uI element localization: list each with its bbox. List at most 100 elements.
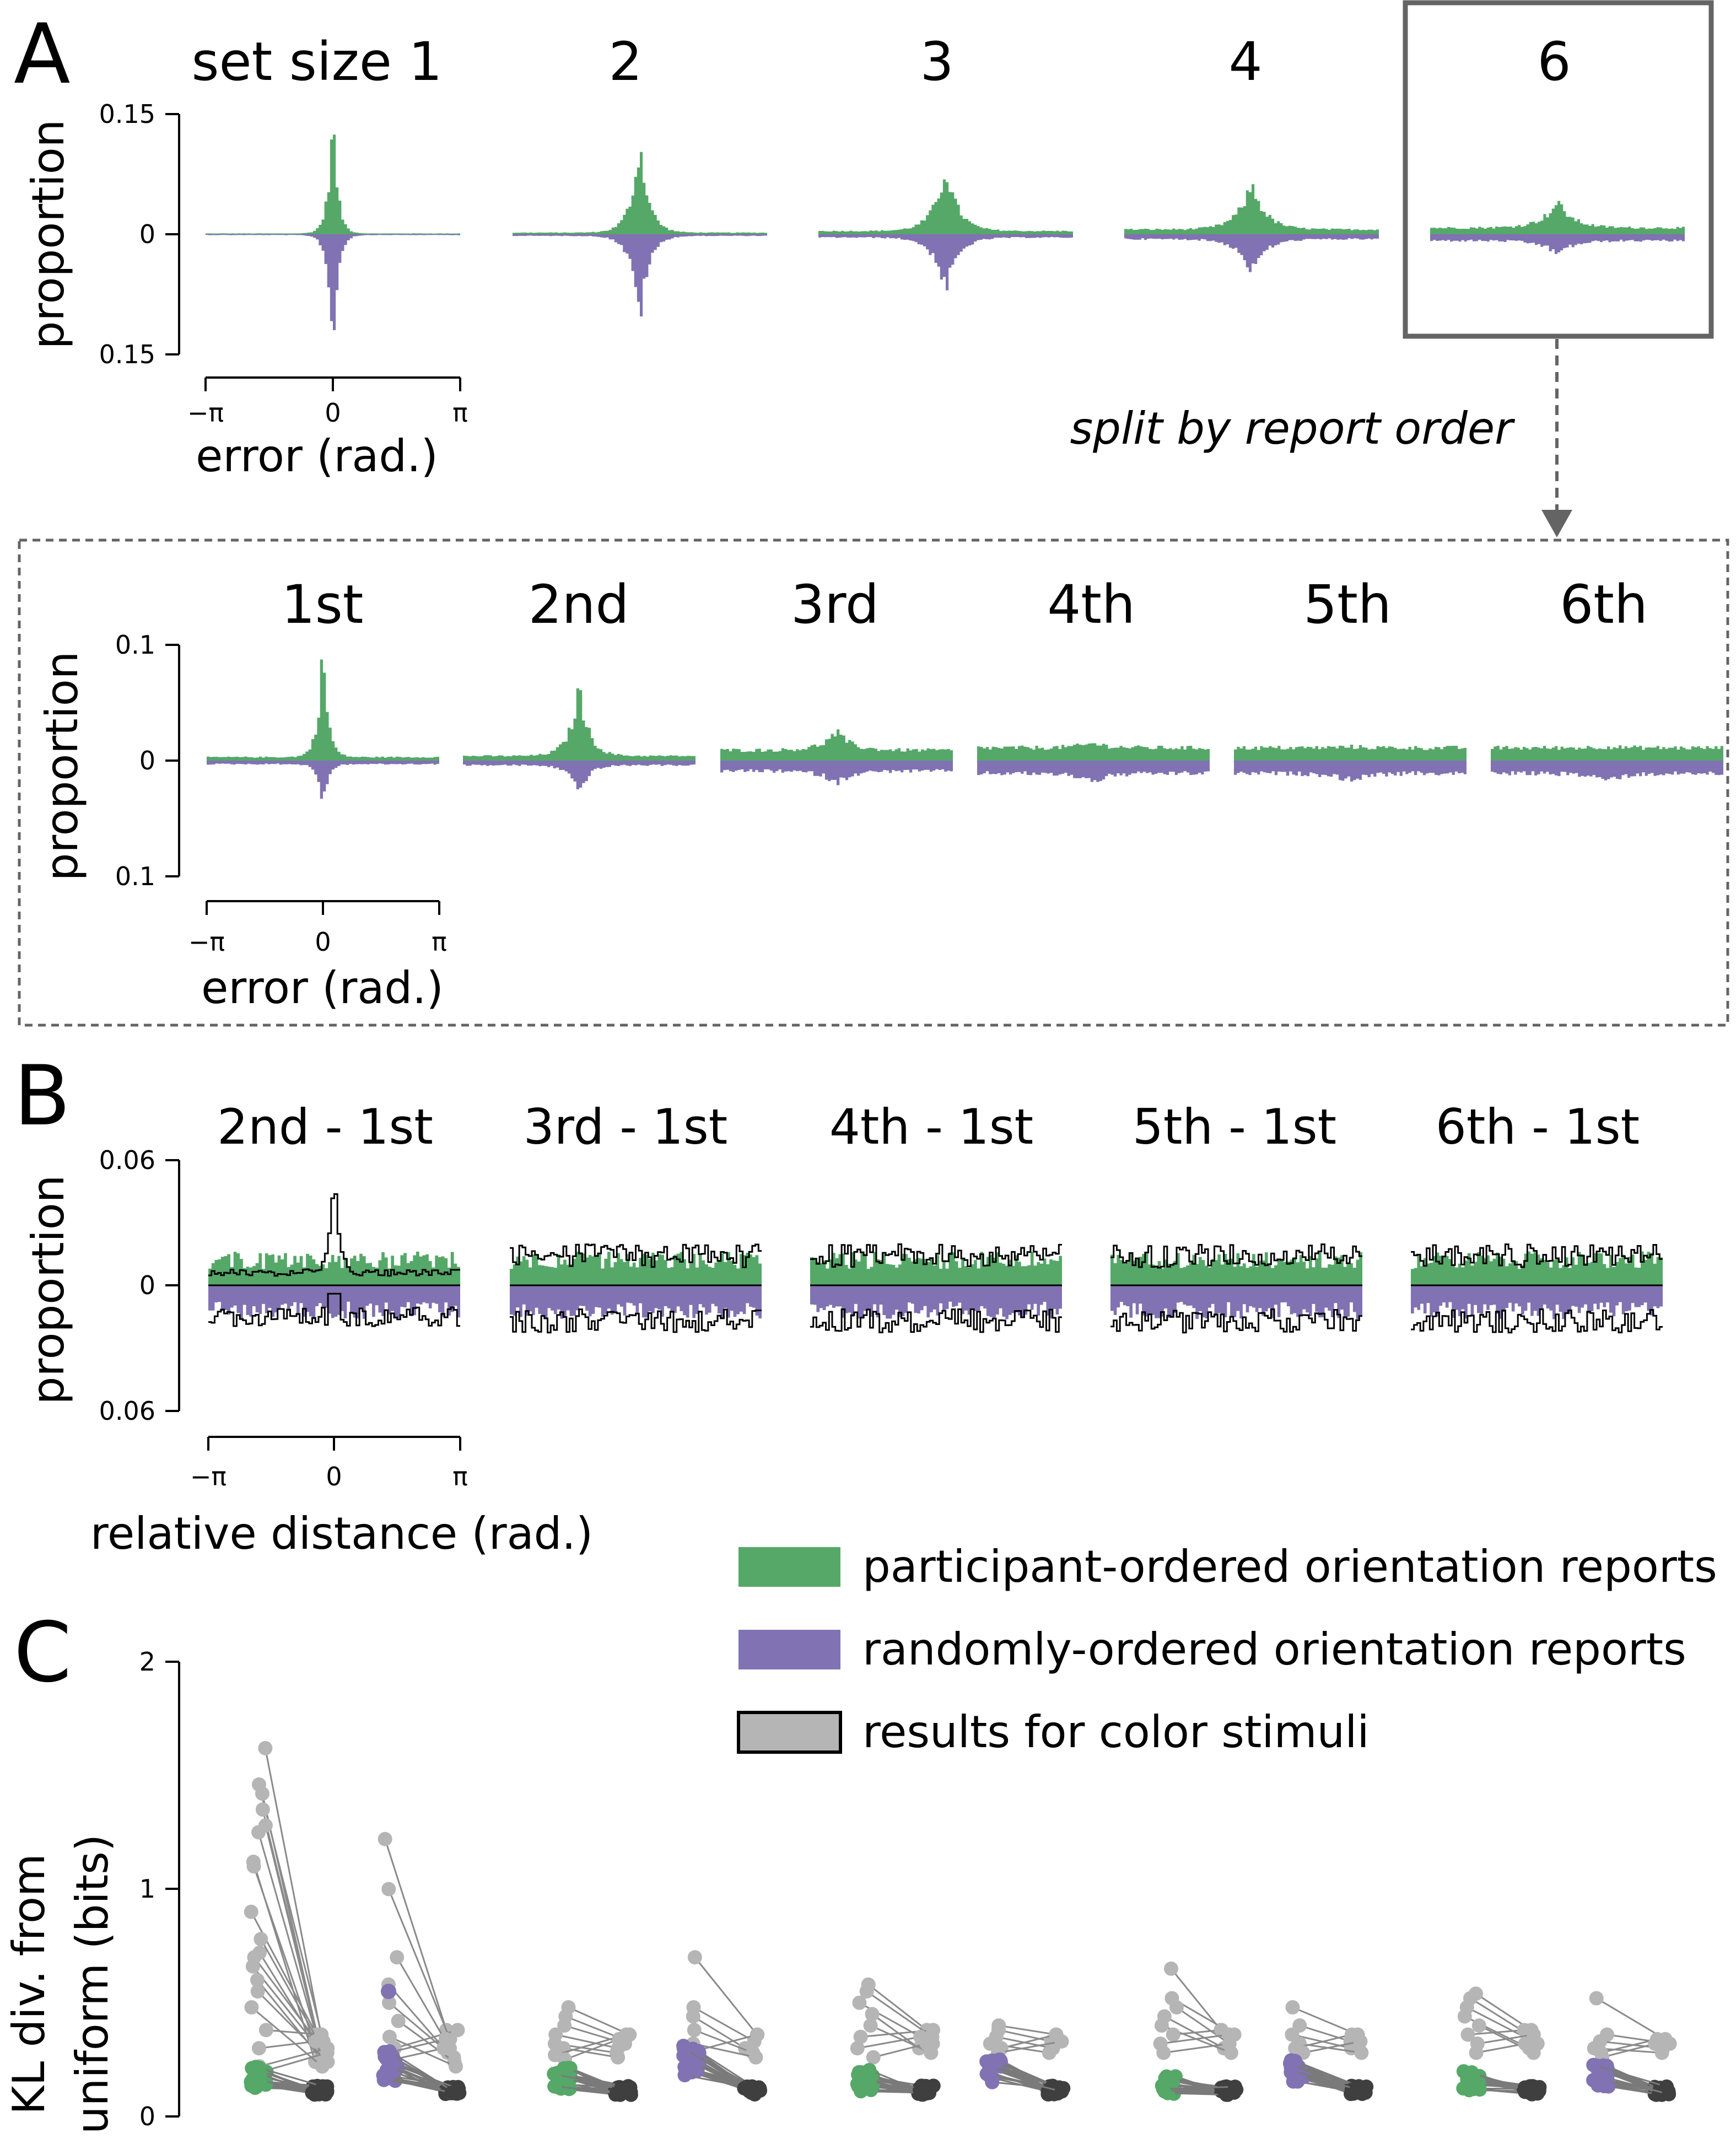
legend-label-participant: participant-ordered orientation reports (862, 1541, 1717, 1592)
c-orientation-pair-line (1163, 2086, 1236, 2090)
c-color-point-first (1471, 2018, 1486, 2033)
a-title-1: set size 1 (192, 31, 443, 93)
c-color-point-first (1154, 2018, 1169, 2033)
c-color-point-first (1589, 1991, 1604, 2006)
c-orientation-point (1586, 2057, 1601, 2072)
a-bot-xtick-label: −π (188, 927, 225, 957)
c-orientation-point (676, 2041, 691, 2056)
c-color-point-second (919, 2037, 934, 2051)
a-order-title-1: 1st (282, 574, 364, 635)
c-color-point-first (382, 1995, 397, 2010)
chart-marks (206, 134, 1723, 2102)
c-color-point-first (245, 1959, 260, 1974)
c-orientation-pair-line (1593, 2064, 1667, 2088)
c-orientation-shuffled-point (1517, 2080, 1532, 2095)
a-bot-hist-6-random-bars (1491, 761, 1723, 780)
c-color-point-first (378, 1831, 392, 1846)
c-color-pair-line (1160, 2034, 1230, 2045)
b-hist-2-random-bars (510, 1285, 762, 1319)
b-hist-3-color-top-step (810, 1243, 1062, 1268)
c-color-pair-line (384, 1839, 448, 2030)
c-orientation-pair-line (1606, 2077, 1669, 2095)
b-hist-3-random-bars (810, 1285, 1062, 1319)
a-bot-hist-1-random-bars (207, 761, 439, 799)
c-orientation-pair-line (389, 2077, 448, 2088)
panel-c: 2 1 0 KL div. from uniform (bits) (3, 1647, 180, 2134)
a-bot-ytick-label: 0.1 (115, 861, 155, 891)
c-color-point-first (1163, 1961, 1178, 1976)
c-color-pair-line (259, 2047, 328, 2067)
b-hist-1-color-top-step (208, 1193, 460, 1277)
c-color-pair-line (1476, 2043, 1525, 2054)
a-bot-hist-4-random-bars (977, 761, 1210, 782)
c-orientation-point (1165, 2073, 1180, 2088)
c-orientation-shuffled-point (1054, 2084, 1069, 2099)
c-color-pair-line (1600, 2038, 1658, 2054)
b-hist-2-color-top-step (510, 1243, 762, 1268)
c-orientation-pair-line (1473, 2073, 1525, 2088)
c-color-point-second (436, 2041, 451, 2056)
c-color-point-second (611, 2050, 626, 2065)
c-color-point-first (687, 2023, 702, 2038)
c-orientation-point (382, 2044, 397, 2059)
legend-label-random: randomly-ordered orientation reports (862, 1624, 1686, 1675)
c-orientation-pair-line (992, 2077, 1048, 2092)
a-order-title-4: 4th (1047, 574, 1135, 635)
c-color-point-first (686, 2009, 700, 2024)
c-color-pair-line (389, 2036, 456, 2067)
b-hist-5-participant-bars (1411, 1251, 1663, 1285)
c-color-pair-line (1001, 2034, 1056, 2049)
c-orientation-point (252, 2066, 267, 2081)
c-color-point-first (250, 1973, 265, 1987)
c-color-point-first (1166, 2027, 1180, 2042)
c-orientation-point (1156, 2082, 1171, 2097)
c-orientation-point (385, 2057, 400, 2072)
c-color-point-first (250, 1984, 265, 1999)
c-color-pair-line (1477, 2034, 1534, 2045)
a-top-hist-1-random-bars (206, 234, 460, 330)
c-color-pair-line (1303, 2040, 1361, 2054)
c-color-pair-line (264, 2052, 328, 2072)
b-title-3: 4th - 1st (829, 1098, 1033, 1155)
a-bot-hist-2-random-bars (463, 761, 696, 790)
c-color-pair-line (258, 1952, 320, 2049)
c-orientation-pair-line (554, 2086, 617, 2094)
c-color-point-first (866, 2050, 881, 2065)
c-color-pair-line (1163, 2043, 1230, 2054)
c-color-point-first (391, 2013, 406, 2028)
c-color-point-first (853, 2029, 868, 2044)
c-color-pair-line (251, 2006, 323, 2067)
b-xtick-label: −π (190, 1462, 227, 1491)
c-orientation-point (1284, 2063, 1298, 2078)
a-top-hist-4-random-bars (1124, 234, 1379, 272)
panel-a-setsize-row: set size 1 2 3 4 6 0.15 0 0.15 proportio… (23, 0, 1714, 482)
b-ytick-label: 0.06 (99, 1145, 155, 1175)
b-ytick-label: 0 (139, 1270, 155, 1300)
legend: participant-ordered orientation reports … (737, 1541, 1717, 1758)
c-color-point-first (865, 2007, 880, 2022)
c-orientation-shuffled-point (315, 2079, 330, 2094)
c-color-point-second (1526, 2045, 1541, 2060)
c-orientation-point (1600, 2070, 1615, 2085)
c-orientation-shuffled-point (614, 2081, 629, 2095)
c-color-point-first (254, 1932, 268, 1947)
c-color-pair-line (998, 2040, 1062, 2054)
c-color-point-first (246, 1859, 261, 1874)
c-color-pair-line (387, 1888, 451, 2040)
c-color-pair-line (1602, 2043, 1656, 2059)
c-color-pair-line (387, 2038, 446, 2054)
b-ylabel: proportion (23, 1175, 74, 1405)
a-top-xtick-label: −π (187, 398, 224, 428)
a-top-hist-2-random-bars (513, 234, 767, 317)
a-bot-hist-5-participant-bars (1234, 745, 1467, 761)
panel-c-letter: C (14, 1605, 72, 1701)
c-color-point-second (748, 2050, 763, 2065)
c-color-point-first (255, 1786, 269, 1801)
c-color-pair-line (871, 2013, 920, 2049)
a-bot-xtick-label: 0 (315, 927, 331, 957)
c-color-point-second (612, 2032, 627, 2046)
c-color-pair-line (1299, 2024, 1351, 2043)
legend-swatch-color (737, 1711, 842, 1754)
c-orientation-point (862, 2062, 877, 2077)
